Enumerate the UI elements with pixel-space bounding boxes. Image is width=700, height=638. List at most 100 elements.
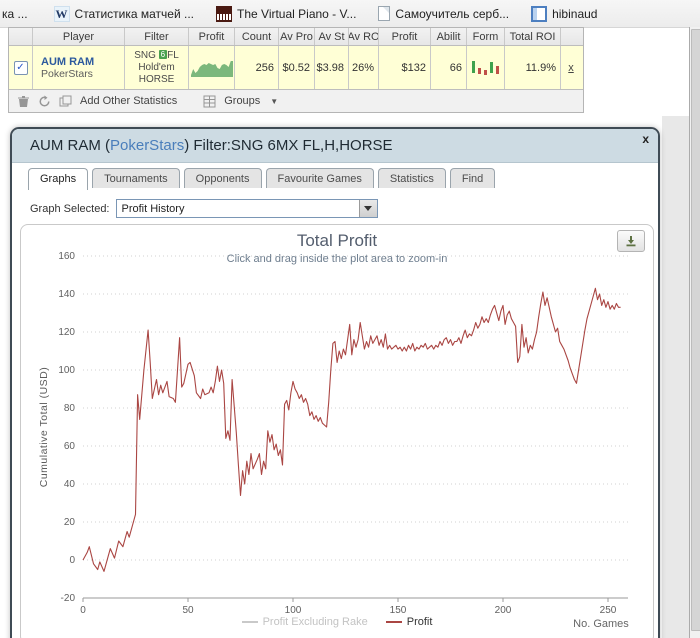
- svg-text:200: 200: [495, 605, 512, 616]
- header-checkbox-col: [9, 28, 33, 45]
- filter-badge-icon: 6: [158, 49, 168, 59]
- av-profit-value: $0.52: [279, 46, 315, 89]
- table-row: ✓ AUM RAM PokerStars SNG 6 FL Hold'em HOR…: [9, 46, 583, 90]
- dropdown-arrow-icon[interactable]: [358, 200, 377, 217]
- legend-item-profit-excluding-rake[interactable]: Profit Excluding Rake: [241, 616, 368, 628]
- svg-text:20: 20: [64, 517, 76, 528]
- header-ability[interactable]: Abilit: [431, 28, 467, 45]
- header-total-roi[interactable]: Total ROI: [505, 28, 561, 45]
- header-filter[interactable]: Filter: [125, 28, 189, 45]
- profit-value: $132: [379, 46, 431, 89]
- graph-selected-label: Graph Selected:: [30, 202, 110, 215]
- bookmark-label: ка ...: [2, 6, 28, 21]
- tab-statistics[interactable]: Statistics: [377, 168, 446, 188]
- total-roi-value: 11.9%: [505, 46, 561, 89]
- stats-table: Player Filter Profit Count Av Pro Av St …: [8, 27, 584, 113]
- profit-sparkline-cell: [189, 46, 235, 89]
- bookmark-label: The Virtual Piano - V...: [237, 6, 357, 21]
- add-statistics-icon[interactable]: [59, 95, 72, 108]
- filter-cell: SNG 6 FL Hold'em HORSE: [125, 46, 189, 89]
- bookmark-label: Самоучитель серб...: [395, 6, 510, 21]
- header-player[interactable]: Player: [33, 28, 125, 45]
- bookmarks-bar: ка ... W Статистика матчей ... The Virtu…: [0, 0, 700, 28]
- bookmark-label: Статистика матчей ...: [74, 6, 195, 21]
- player-stats-dialog: AUM RAM (PokerStars) Filter:SNG 6MX FL,H…: [10, 127, 660, 638]
- groups-button[interactable]: Groups: [224, 95, 261, 107]
- wikipedia-icon: W: [53, 5, 70, 22]
- form-candles-chart: [471, 60, 499, 75]
- tab-graphs[interactable]: Graphs: [28, 168, 89, 190]
- svg-text:-20: -20: [61, 593, 76, 604]
- stats-table-header-row: Player Filter Profit Count Av Pro Av St …: [9, 28, 583, 46]
- form-cell: [467, 46, 505, 89]
- av-stake-value: $3.98: [315, 46, 349, 89]
- refresh-icon[interactable]: [38, 95, 51, 108]
- profit-chart-svg[interactable]: -20 0 20 40 60 80 100 120 140 160 0 50 100 150 200 250 C…: [21, 225, 653, 638]
- bookmark-item[interactable]: Самоучитель серб...: [378, 6, 509, 21]
- legend-line-swatch: [385, 621, 402, 623]
- svg-text:80: 80: [64, 403, 76, 414]
- trash-icon[interactable]: [17, 95, 30, 108]
- tab-find[interactable]: Find: [449, 168, 496, 188]
- tab-opponents[interactable]: Opponents: [183, 168, 262, 188]
- groups-icon[interactable]: [203, 95, 216, 108]
- player-cell[interactable]: AUM RAM PokerStars: [33, 46, 125, 89]
- tab-favourite-games[interactable]: Favourite Games: [265, 168, 374, 188]
- svg-text:0: 0: [69, 555, 75, 566]
- svg-text:60: 60: [64, 441, 76, 452]
- table-footer-toolbar: Add Other Statistics Groups ▼: [9, 90, 583, 112]
- tab-tournaments[interactable]: Tournaments: [92, 168, 180, 188]
- header-av-roi[interactable]: Av RO: [349, 28, 379, 45]
- dialog-tabs: Graphs Tournaments Opponents Favourite G…: [28, 168, 499, 190]
- window-icon: [531, 5, 548, 22]
- groups-caret-icon: ▼: [270, 96, 279, 106]
- bookmark-item[interactable]: The Virtual Piano - V...: [216, 5, 357, 22]
- piano-icon: [216, 5, 233, 22]
- header-profit[interactable]: Profit: [379, 28, 431, 45]
- chart-legend: Profit Excluding Rake Profit: [21, 616, 653, 628]
- svg-text:0: 0: [80, 605, 86, 616]
- svg-text:100: 100: [58, 365, 75, 376]
- chart-title: Total Profit: [296, 231, 378, 250]
- page-background: [662, 116, 690, 638]
- close-icon[interactable]: x: [642, 132, 649, 146]
- profit-sparkline-chart: [190, 60, 233, 77]
- bookmark-item[interactable]: hibinaud: [531, 5, 598, 22]
- page-scrollbar[interactable]: [689, 27, 700, 638]
- row-checkbox[interactable]: ✓: [13, 60, 28, 75]
- player-site: PokerStars: [41, 67, 93, 80]
- svg-text:Cumulative Total (USD): Cumulative Total (USD): [38, 367, 50, 488]
- legend-line-swatch: [241, 621, 258, 623]
- count-value: 256: [235, 46, 279, 89]
- add-other-statistics-button[interactable]: Add Other Statistics: [80, 95, 178, 107]
- chart-export-button[interactable]: [617, 230, 645, 252]
- header-profit-graph[interactable]: Profit: [189, 28, 235, 45]
- x-axis-title: No. Games: [573, 618, 629, 630]
- header-av-stake[interactable]: Av St: [315, 28, 349, 45]
- svg-text:140: 140: [58, 289, 75, 300]
- graph-select-dropdown[interactable]: Profit History: [115, 199, 378, 218]
- bookmark-item[interactable]: ка ...: [2, 7, 28, 21]
- header-form[interactable]: Form: [467, 28, 505, 45]
- av-roi-value: 26%: [349, 46, 379, 89]
- ability-value: 66: [431, 46, 467, 89]
- remove-row-link[interactable]: x: [568, 61, 574, 74]
- svg-text:250: 250: [600, 605, 617, 616]
- page-icon: [378, 6, 391, 21]
- svg-text:100: 100: [285, 605, 302, 616]
- dialog-title-site: PokerStars: [110, 137, 185, 154]
- bookmark-item[interactable]: W Статистика матчей ...: [53, 5, 195, 22]
- header-count[interactable]: Count: [235, 28, 279, 45]
- header-av-profit[interactable]: Av Pro: [279, 28, 315, 45]
- scrollbar-thumb[interactable]: [691, 29, 700, 631]
- legend-item-profit[interactable]: Profit: [385, 616, 432, 628]
- svg-text:150: 150: [390, 605, 407, 616]
- svg-text:120: 120: [58, 327, 75, 338]
- svg-text:160: 160: [58, 251, 75, 262]
- bookmark-label: hibinaud: [552, 6, 598, 21]
- dialog-title: AUM RAM (PokerStars) Filter:SNG 6MX FL,H…: [12, 129, 658, 163]
- header-remove-col: [561, 28, 581, 45]
- chart-subtitle: Click and drag inside the plot area to z…: [226, 253, 448, 265]
- profit-chart-container[interactable]: Total Profit Click and drag inside the p…: [20, 224, 654, 638]
